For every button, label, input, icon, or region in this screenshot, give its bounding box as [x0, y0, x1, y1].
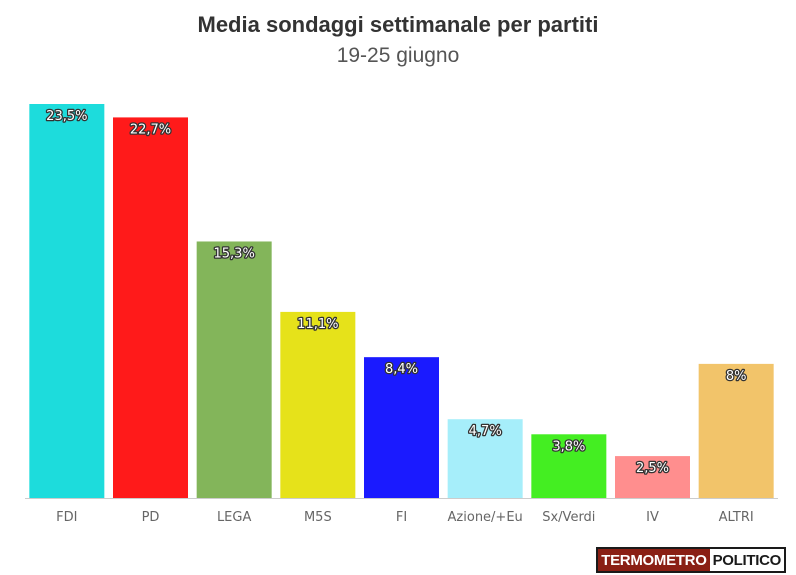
bar-lega — [196, 241, 272, 499]
bar-fdi — [29, 104, 105, 498]
data-label: 22,7% — [130, 122, 171, 137]
category-label: LEGA — [217, 510, 252, 525]
bar-sx-verdi — [531, 434, 607, 498]
category-label: Azione/+Eu — [448, 510, 523, 525]
data-label: 8,4% — [385, 362, 418, 377]
data-label: 4,7% — [469, 424, 502, 439]
category-label: IV — [646, 510, 659, 525]
data-label: 15,3% — [214, 246, 255, 261]
category-label: ALTRI — [719, 510, 754, 525]
category-label: Sx/Verdi — [542, 510, 595, 525]
logo-left-text: TERMOMETRO — [598, 549, 710, 571]
data-label: 8% — [726, 369, 747, 384]
category-label: FDI — [56, 510, 77, 525]
bar-fi — [364, 357, 439, 498]
data-label: 23,5% — [46, 109, 87, 124]
category-label: M5S — [304, 510, 332, 525]
category-label: FI — [396, 510, 407, 525]
data-label: 2,5% — [636, 461, 669, 476]
bar-iv — [615, 456, 690, 498]
chart-subtitle: 19-25 giugno — [336, 44, 460, 67]
category-label: PD — [142, 510, 160, 525]
data-label: 3,8% — [552, 439, 585, 454]
bar-altri — [698, 363, 774, 498]
bar-pd — [113, 117, 188, 498]
data-label: 11,1% — [297, 317, 338, 332]
bar-azione-eu — [447, 419, 523, 498]
bar-m5s — [280, 311, 356, 498]
chart-title: Media sondaggi settimanale per partiti — [197, 12, 599, 37]
termometro-politico-logo: TERMOMETRO POLITICO — [596, 547, 786, 573]
logo-right-text: POLITICO — [709, 549, 784, 571]
